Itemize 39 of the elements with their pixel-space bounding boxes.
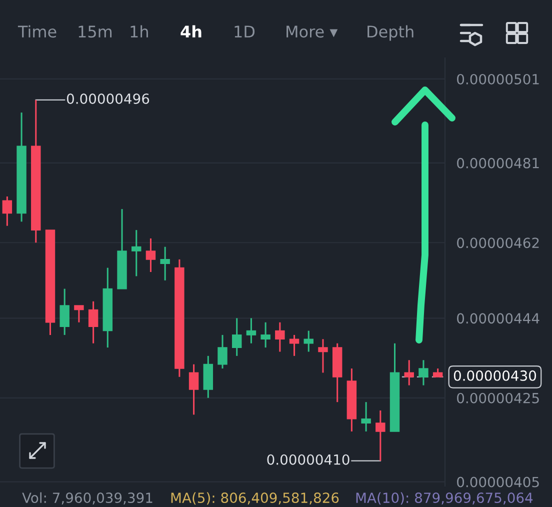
y-tick-label: 0.00000405 [457,476,539,488]
ref-line-label: 0.00000430 [454,370,536,381]
text: Time [18,25,56,38]
candlestick [188,364,199,416]
text: More ▾ [286,26,338,38]
candlestick [404,359,414,386]
candlestick [232,317,242,357]
candlestick [218,334,228,370]
text: 4h [180,25,202,38]
y-tick-label: 0.00000501 [457,74,539,84]
candlestick [132,229,142,277]
candlestick [304,330,314,352]
text: 1D [234,26,255,38]
text: MA(10): 879,969,675,064 [356,492,533,505]
candlestick [74,304,84,324]
annotation: 0.00000496 [66,93,150,104]
text: Depth [368,25,414,41]
candlestick [160,246,170,282]
candlestick [275,322,285,352]
annotation: 0.00000410 [267,454,350,465]
text: 1h [130,25,148,38]
y-tick-label: 0.00000462 [457,238,539,248]
candlestick [361,401,371,432]
text: MA(5): 806,409,581,826 [171,492,339,505]
candlestick [376,410,386,462]
y-tick-label: 0.00000444 [457,313,540,324]
candlestick [2,196,12,227]
candlestick [246,317,256,344]
y-tick-label: 0.00000425 [457,392,539,404]
candlestick [289,334,300,357]
candlestick [60,288,70,336]
candlestick [260,322,270,348]
candlestick [318,338,328,374]
candlestick [418,359,428,386]
candlestick [146,238,156,273]
y-tick-label: 0.00000481 [457,158,539,168]
text: 15m [78,26,112,38]
candlestick [88,300,98,344]
text: Vol: 7,960,039,391 [22,492,152,504]
